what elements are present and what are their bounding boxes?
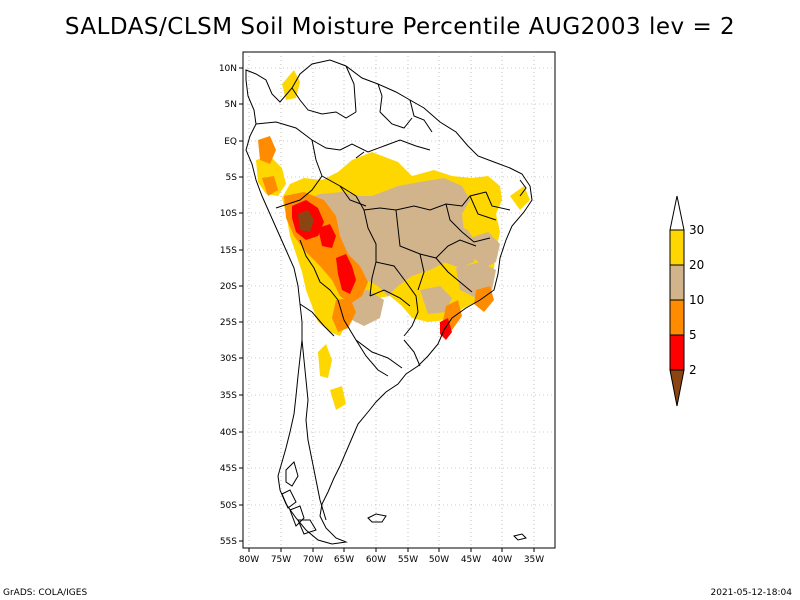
lat-label-10s: 10S xyxy=(220,209,237,219)
lat-label-5s: 5S xyxy=(226,173,238,183)
lon-label-50w: 50W xyxy=(429,555,449,565)
lat-label-5n: 5N xyxy=(225,100,237,110)
lon-label-40w: 40W xyxy=(492,555,512,565)
lon-label-70w: 70W xyxy=(303,555,323,565)
map-figure: 10N 5N EQ 5S 10S 15S 20S 25S 30S 35S 40S… xyxy=(0,0,800,600)
colorbar-above-30-arrow xyxy=(670,196,684,230)
lon-label-60w: 60W xyxy=(366,555,386,565)
lat-label-35s: 35S xyxy=(220,391,237,401)
lat-label-20s: 20S xyxy=(220,282,237,292)
lat-label-eq: EQ xyxy=(224,137,237,147)
lon-label-80w: 80W xyxy=(239,555,259,565)
colorbar-label-5: 5 xyxy=(689,328,697,342)
colorbar-swatch-10-20 xyxy=(670,265,684,300)
lat-label-50s: 50S xyxy=(220,501,237,511)
render-timestamp: 2021-05-12-18:04 xyxy=(711,588,793,598)
colorbar-label-20: 20 xyxy=(689,258,704,272)
lon-label-45w: 45W xyxy=(461,555,481,565)
colorbar-swatch-20-30 xyxy=(670,230,684,265)
colorbar-below-2-arrow xyxy=(670,370,684,406)
lat-label-45s: 45S xyxy=(220,464,237,474)
lon-label-75w: 75W xyxy=(271,555,291,565)
lat-label-40s: 40S xyxy=(220,428,237,438)
grads-credit: GrADS: COLA/IGES xyxy=(3,588,87,598)
lat-label-55s: 55S xyxy=(220,537,237,547)
colorbar-swatch-5-10 xyxy=(670,300,684,335)
colorbar-label-30: 30 xyxy=(689,223,704,237)
colorbar-label-2: 2 xyxy=(689,363,697,377)
lat-label-25s: 25S xyxy=(220,318,237,328)
lat-label-15s: 15S xyxy=(220,246,237,256)
longitude-axis: 80W 75W 70W 65W 60W 55W 50W 45W 40W 35W xyxy=(239,548,544,565)
lon-label-55w: 55W xyxy=(398,555,418,565)
lon-label-65w: 65W xyxy=(334,555,354,565)
latitude-axis: 10N 5N EQ 5S 10S 15S 20S 25S 30S 35S 40S… xyxy=(219,64,243,547)
lon-label-35w: 35W xyxy=(524,555,544,565)
colorbar-swatch-2-5 xyxy=(670,335,684,370)
lat-label-10n: 10N xyxy=(219,64,237,74)
lat-label-30s: 30S xyxy=(220,354,237,364)
colorbar-label-10: 10 xyxy=(689,293,704,307)
colorbar: 30 20 10 5 2 xyxy=(670,196,704,406)
